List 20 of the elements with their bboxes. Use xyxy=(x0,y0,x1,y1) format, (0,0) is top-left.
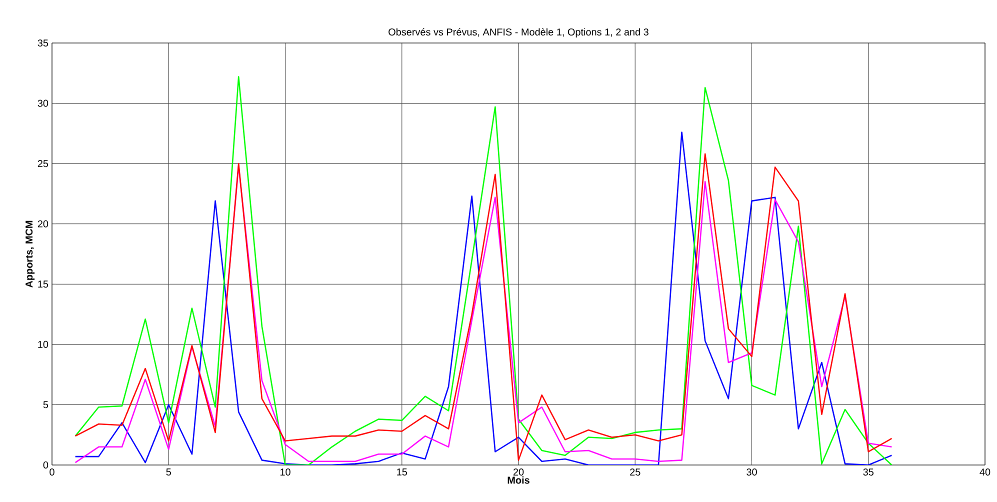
y-tick-label: 20 xyxy=(38,220,48,228)
y-tick-label: 25 xyxy=(38,160,48,168)
x-tick-label: 35 xyxy=(863,468,874,476)
x-tick-label: 25 xyxy=(630,468,640,476)
y-axis-title: Apports, MCM xyxy=(26,220,35,288)
x-tick-label: 10 xyxy=(280,468,290,476)
x-tick-label: 15 xyxy=(397,468,407,476)
x-tick-label: 0 xyxy=(50,468,54,476)
x-tick-label: 5 xyxy=(166,468,171,476)
y-tick-label: 30 xyxy=(38,100,48,107)
y-tick-label: 15 xyxy=(38,280,48,288)
x-axis-title: Mois xyxy=(508,476,530,484)
x-tick-label: 30 xyxy=(746,468,757,476)
x-tick-label: 40 xyxy=(980,468,990,476)
y-tick-label: 10 xyxy=(38,340,48,348)
y-tick-label: 0 xyxy=(43,461,48,469)
x-tick-label: 20 xyxy=(513,468,524,476)
y-tick-label: 5 xyxy=(43,401,48,408)
chart-title: Observés vs Prévus, ANFIS - Modèle 1, Options 1, 2 and 3 xyxy=(388,28,648,38)
y-tick-label: 35 xyxy=(38,39,48,47)
